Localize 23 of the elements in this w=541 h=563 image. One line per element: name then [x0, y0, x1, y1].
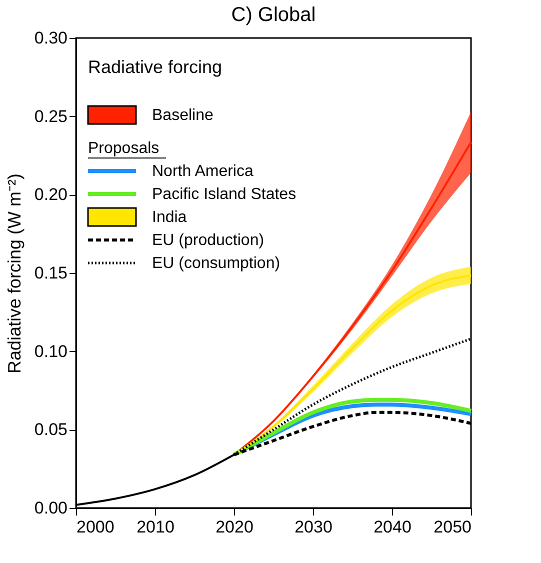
y-tick-label: 0.15 — [34, 264, 68, 282]
x-tick-label: 2010 — [136, 518, 174, 536]
annotation: Proposals — [88, 140, 160, 157]
x-tick-label: 2020 — [216, 518, 254, 536]
x-tick-label: 2000 — [76, 518, 114, 536]
y-tick-label: 0.00 — [34, 498, 68, 518]
x-tick-label: 2030 — [294, 518, 332, 536]
legend-label: India — [152, 209, 187, 226]
legend-label: EU (consumption) — [152, 255, 280, 272]
y-tick-label: 0.05 — [34, 420, 68, 440]
legend-label: Baseline — [152, 107, 214, 124]
legend-title: Radiative forcing — [88, 57, 222, 77]
legend-label: North America — [152, 163, 254, 180]
x-tick-label: 2040 — [374, 518, 412, 536]
y-tick-label: 0.25 — [34, 106, 68, 126]
legend-label: EU (production) — [152, 232, 264, 249]
y-axis-title: Radiative forcing (W m⁻²) — [4, 173, 24, 374]
x-tick-label: 2050 — [434, 518, 472, 536]
y-tick-label: 0.10 — [34, 342, 68, 361]
legend-label: Pacific Island States — [152, 186, 296, 203]
y-tick-label: 0.20 — [34, 185, 68, 204]
y-tick-label: 0.30 — [34, 28, 68, 48]
chart-title: C) Global — [231, 4, 316, 26]
